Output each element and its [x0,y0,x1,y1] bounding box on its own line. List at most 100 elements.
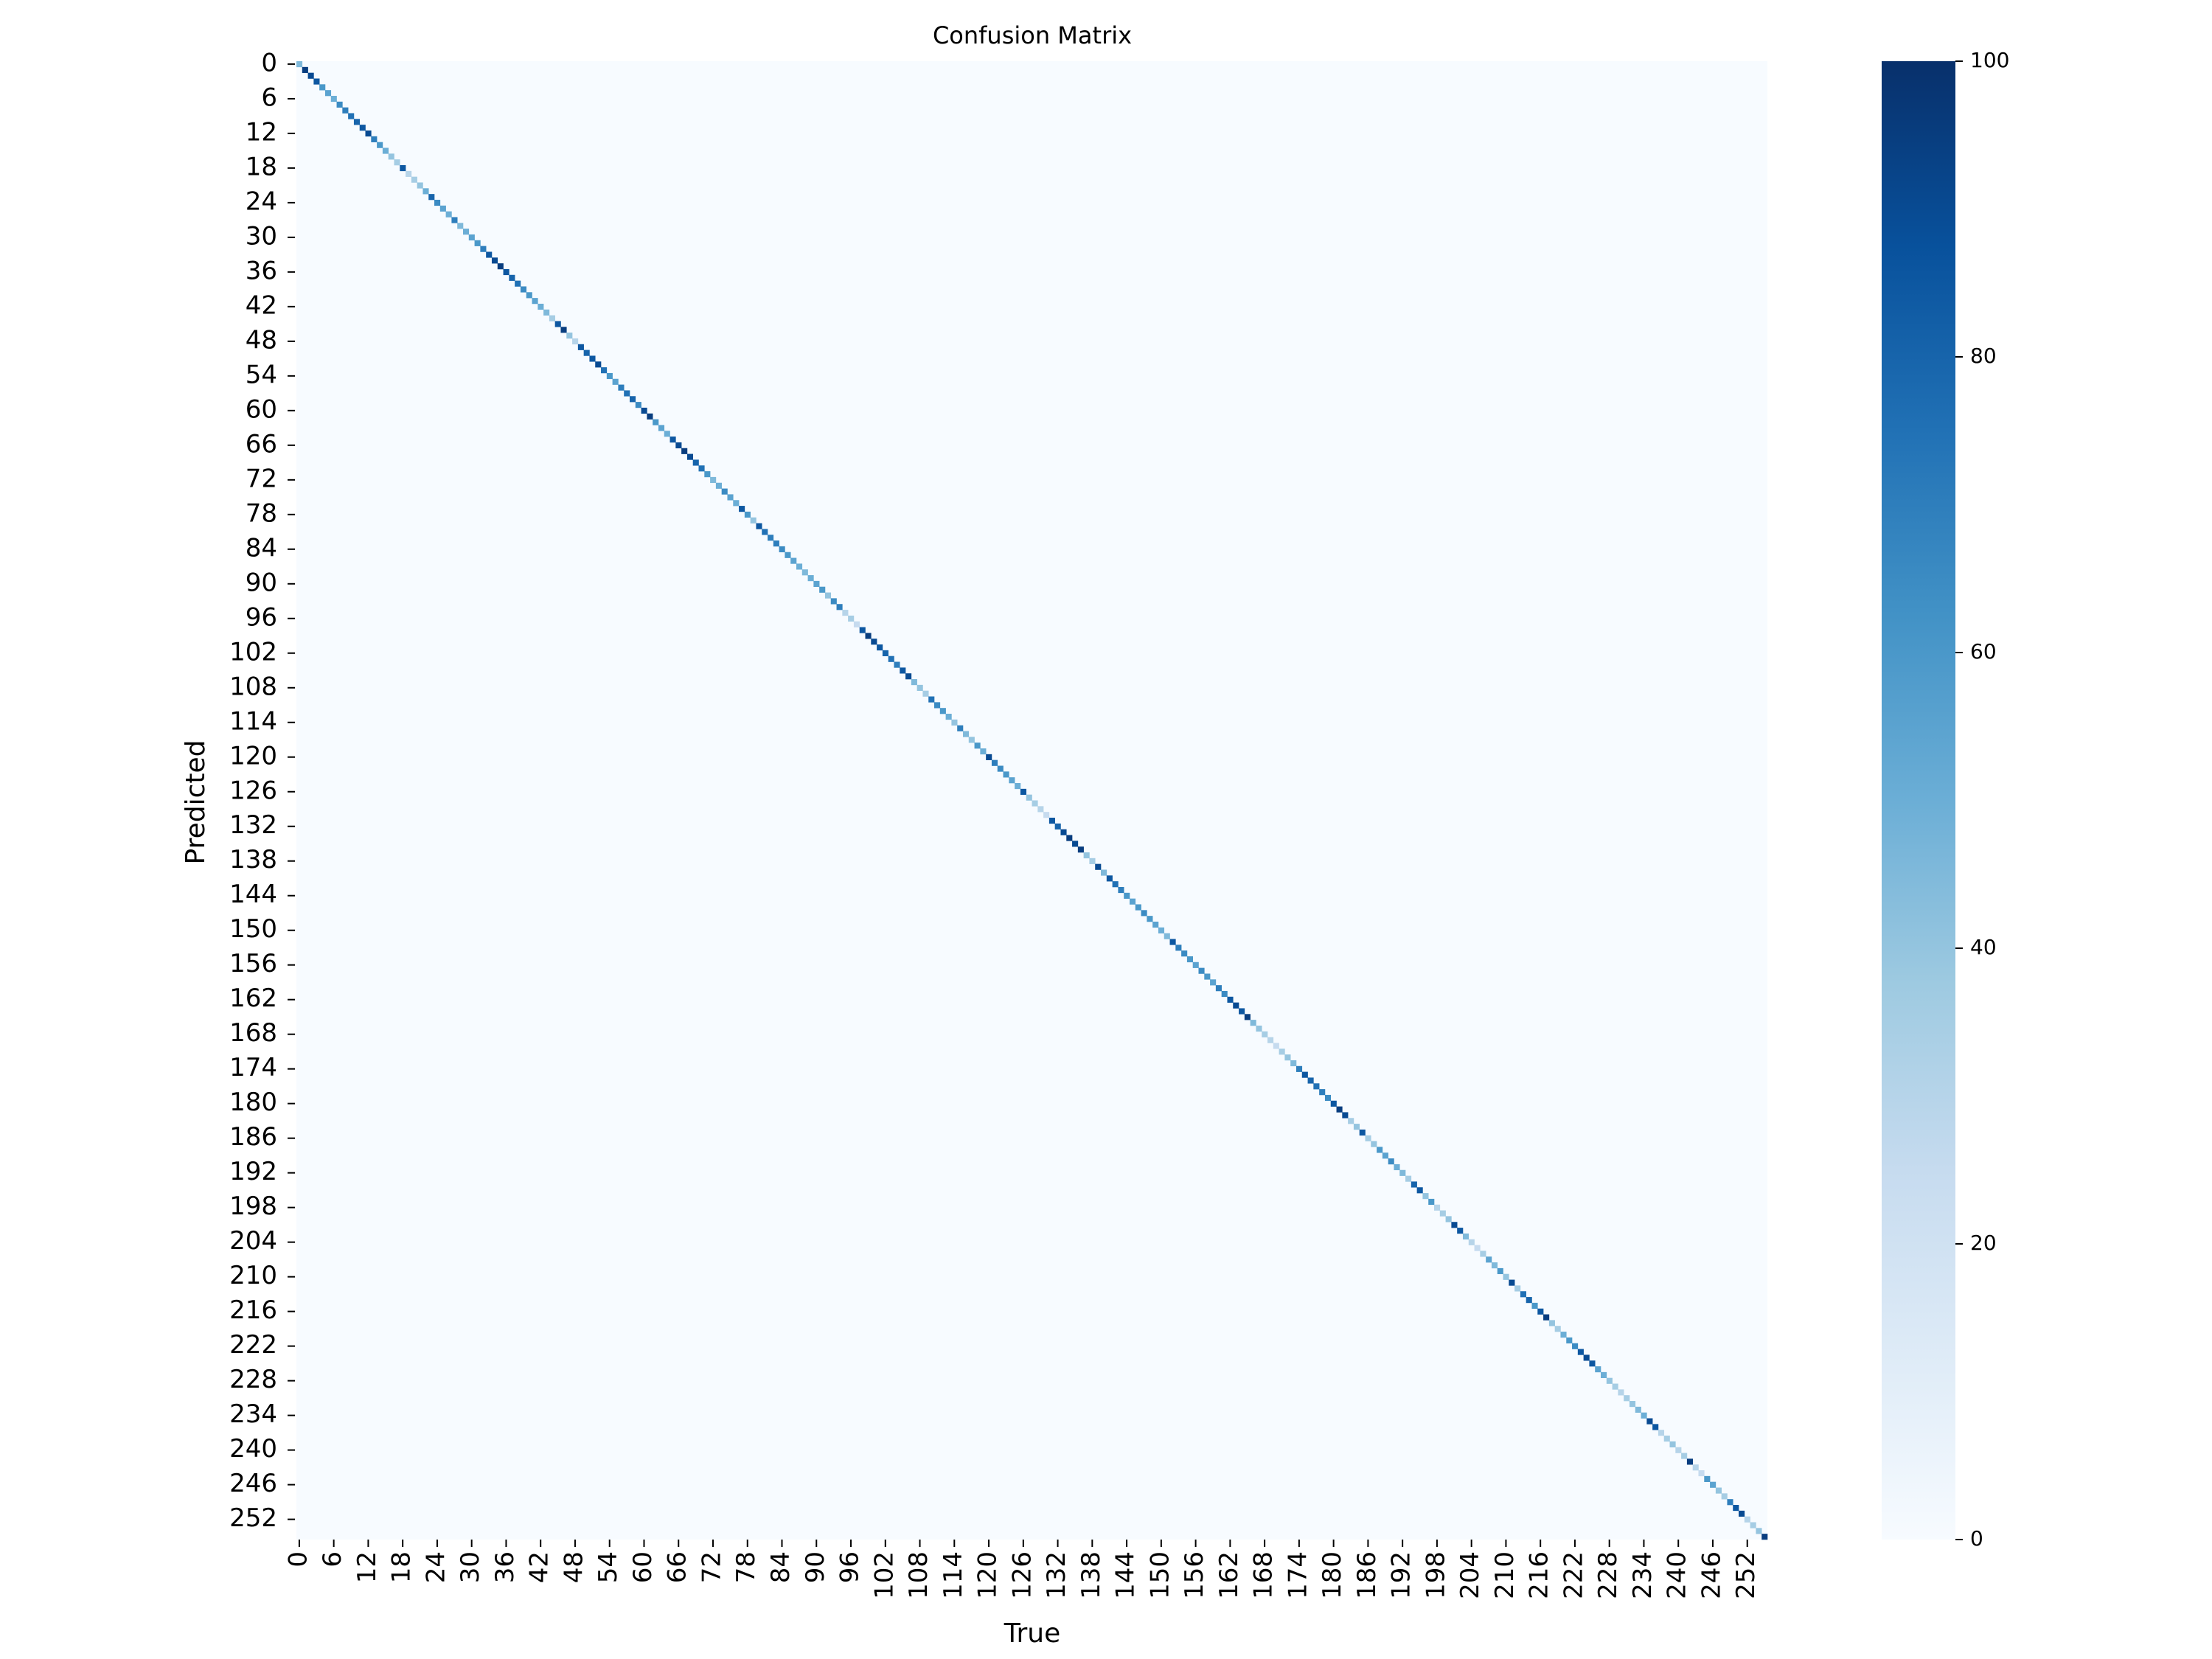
x-tick-label: 18 [387,1551,417,1583]
x-tick-label: 222 [1559,1551,1588,1599]
heatmap-cell [1204,973,1211,980]
x-tick-label: 90 [801,1551,830,1583]
y-tick-label: 156 [229,949,277,978]
x-tick-label: 162 [1214,1551,1244,1599]
x-tick-label: 186 [1352,1551,1382,1599]
x-tick-label: 192 [1387,1551,1416,1599]
heatmap-cell [779,546,785,553]
heatmap-cell [1227,996,1234,1003]
y-tick-label: 138 [229,845,277,874]
heatmap-cell [1284,1054,1291,1061]
heatmap-cell [1037,806,1044,813]
heatmap-cell [1003,771,1009,778]
heatmap-cell [1192,961,1199,968]
heatmap-cell [1560,1332,1567,1338]
heatmap-cell [1451,1222,1458,1228]
heatmap-cell [848,615,855,622]
heatmap-cell [997,765,1004,772]
heatmap-cell [1371,1141,1377,1147]
heatmap-cell [1043,812,1050,818]
x-tick-label: 240 [1663,1551,1692,1599]
y-tick-label: 78 [246,498,277,528]
y-tick-label: 108 [229,672,277,701]
heatmap-cell [486,251,493,258]
x-tick-label: 228 [1593,1551,1623,1599]
heatmap-cell [1710,1481,1717,1488]
heatmap-cell [1531,1302,1538,1310]
heatmap-cell [445,211,452,218]
heatmap-cell [1526,1297,1532,1304]
heatmap-cell [911,679,917,686]
x-tick-label: 132 [1042,1551,1071,1599]
y-tick-label: 48 [246,325,277,355]
heatmap-cell [1124,892,1130,899]
heatmap-cell [1462,1233,1470,1240]
heatmap-cell [1009,777,1015,784]
heatmap-cell [371,136,378,142]
x-tick-label: 180 [1318,1551,1347,1599]
heatmap-cell [1543,1314,1550,1321]
heatmap-cell [606,372,613,380]
heatmap-cell [1434,1204,1441,1211]
heatmap-cell [1250,1020,1256,1026]
heatmap-cell [1514,1285,1521,1292]
heatmap-cell [1554,1326,1561,1332]
heatmap-cell [1577,1349,1584,1355]
x-tick-label: 60 [628,1551,658,1583]
x-tick-label: 168 [1249,1551,1279,1599]
heatmap-cell [1319,1089,1326,1096]
heatmap-cell [302,66,308,73]
x-tick-label: 198 [1421,1551,1450,1599]
heatmap-cell [589,355,596,362]
heatmap-cell [1491,1262,1498,1269]
colorbar-tick-label: 100 [1970,48,2009,72]
x-axis-label: True [1004,1618,1060,1649]
heatmap-cell [1164,933,1170,939]
heatmap-cell [698,465,705,472]
heatmap-cell [991,759,998,766]
heatmap-cell [1618,1389,1624,1396]
y-tick-label: 150 [229,914,277,944]
heatmap-cell [1015,783,1021,790]
heatmap-cell [1612,1383,1618,1390]
heatmap-cell [503,268,509,276]
heatmap-cell [1399,1169,1406,1176]
heatmap-cell [1267,1037,1274,1043]
heatmap-cell [1601,1371,1607,1379]
heatmap-cell [388,153,394,160]
heatmap-cell [1595,1366,1601,1373]
heatmap-cell [704,471,711,478]
heatmap-cell [853,621,860,627]
heatmap-cell [353,119,361,125]
heatmap-cell [1756,1528,1762,1534]
x-tick-label: 114 [939,1551,968,1599]
heatmap-cell [324,90,332,97]
heatmap-cell [1233,1002,1239,1009]
heatmap-cell [900,667,906,674]
x-tick-label: 24 [421,1551,451,1583]
heatmap-cell [877,644,883,651]
heatmap-cell [365,130,372,137]
heatmap-cell [1077,846,1084,853]
heatmap-cell [905,673,912,680]
heatmap-cell [1198,967,1205,974]
heatmap-cell [1324,1094,1332,1102]
heatmap-cell [664,431,670,437]
heatmap-cell [1239,1008,1245,1015]
heatmap-cell [1313,1083,1320,1090]
heatmap-cell [515,280,521,287]
heatmap-cell [474,240,481,246]
heatmap-cell [1457,1228,1464,1234]
x-tick-label: 138 [1077,1551,1106,1599]
heatmap-cell [307,72,314,79]
heatmap-cell [1405,1175,1412,1182]
y-tick-label: 96 [246,602,277,632]
heatmap-cell [1365,1135,1371,1141]
heatmap-cell [1129,898,1136,905]
heatmap-cell [560,327,567,333]
heatmap-cell [1388,1158,1394,1165]
heatmap-cell [721,488,728,495]
heatmap-cell [836,604,843,611]
heatmap-cell [1382,1152,1388,1159]
